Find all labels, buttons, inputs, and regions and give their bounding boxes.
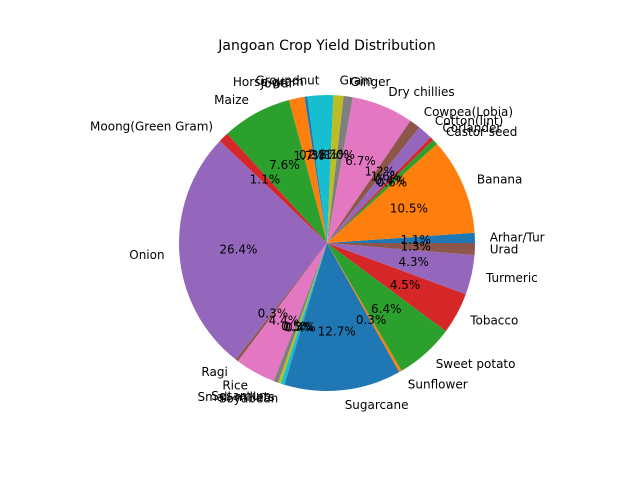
pie-slice-maize	[227, 99, 327, 244]
pie-category-labels: Arhar/Tur Banana Castor seedCorianderCotto…	[90, 73, 545, 411]
percent-label-sunflower: 0.3%	[356, 313, 387, 327]
pie-slice-onion	[178, 140, 327, 360]
percent-label-gram: 1.1%	[319, 148, 350, 162]
percent-label-soyabean: 0.4%	[285, 321, 316, 335]
category-label-jowar: Jowar	[260, 77, 294, 91]
category-label-onion: Onion	[129, 248, 164, 262]
pie-slice-ragi	[235, 243, 327, 362]
percent-label-ginger: 1.0%	[324, 148, 355, 162]
category-label-small-millets: Small millets	[198, 390, 275, 404]
pie-slice-soyabean	[280, 243, 327, 385]
percent-label-jowar: 1.7%	[294, 149, 325, 163]
pie-slice-tobacco	[327, 243, 466, 332]
category-label-cotton-lint: Cotton(lint)	[435, 114, 503, 128]
pie-slice-castor-seed	[327, 139, 438, 243]
category-label-rice: Rice	[222, 378, 248, 392]
percent-label-moong-green-gram: 1.1%	[250, 173, 281, 187]
category-label-castor-seed: Castor seed	[446, 125, 517, 139]
percent-label-dry-chillies: 6.7%	[345, 154, 376, 168]
percent-label-urad: 1.3%	[400, 240, 431, 254]
pie-slice-sesamum	[273, 243, 327, 383]
category-label-horse-gram: Horse-gram	[233, 75, 304, 89]
category-label-sesamum: Sesamum	[211, 389, 271, 403]
category-label-coriander: Coriander	[442, 121, 501, 135]
percent-label-castor-seed: 0.6%	[377, 175, 408, 189]
pie-slice-sweet-potato	[327, 243, 446, 371]
pie-slice-turmeric	[327, 243, 475, 295]
category-label-gram: Gram	[340, 74, 373, 88]
percent-label-turmeric: 4.3%	[398, 255, 429, 269]
pie-slice-moong-green-gram	[219, 133, 327, 243]
pie-slice-horse-gram	[304, 96, 327, 243]
percent-label-small-millets: 0.3%	[283, 320, 314, 334]
pie-slice-dry-chillies	[327, 97, 411, 244]
pie-slice-coriander	[327, 137, 434, 243]
percent-label-sesamum: 0.5%	[281, 319, 312, 333]
category-label-ragi: Ragi	[201, 365, 227, 379]
category-label-sugarcane: Sugarcane	[345, 398, 409, 412]
percent-label-maize: 7.6%	[269, 158, 300, 172]
pie-slice-ginger	[327, 95, 353, 244]
percent-label-banana: 10.5%	[390, 201, 428, 215]
percent-label-arhar-tur: 1.1%	[400, 233, 431, 247]
pie-slice-sugarcane	[284, 243, 400, 391]
chart-title: Jangoan Crop Yield Distribution	[217, 38, 436, 54]
category-label-dry-chillies: Dry chillies	[388, 85, 454, 99]
pie-slices	[178, 94, 475, 391]
category-label-sunflower: Sunflower	[408, 377, 468, 391]
percent-label-onion: 26.4%	[219, 242, 257, 256]
pie-slice-gram	[327, 95, 344, 243]
percent-label-rice: 4.4%	[269, 314, 300, 328]
pie-slice-urad	[327, 243, 475, 256]
pie-slice-sunflower	[327, 243, 402, 373]
category-label-turmeric: Turmeric	[485, 271, 538, 285]
pie-slice-banana	[327, 144, 475, 243]
category-label-urad: Urad	[490, 243, 519, 257]
percent-label-coriander: 0.4%	[375, 173, 406, 187]
category-label-sweet-potato: Sweet potato	[436, 357, 516, 371]
category-label-soyabean: Soyabean	[219, 391, 278, 405]
percent-label-cotton-lint: 1.6%	[371, 170, 402, 184]
percent-label-cowpea-lobia: 1.2%	[365, 165, 396, 179]
pie-slice-cowpea-lobia	[327, 120, 420, 243]
percent-label-horse-gram: 0.3%	[299, 148, 330, 162]
category-label-arhar-tur: Arhar/Tur	[490, 230, 545, 244]
percent-label-sweet-potato: 6.4%	[371, 302, 402, 316]
category-label-cowpea-lobia: Cowpea(Lobia)	[424, 105, 513, 119]
pie-slice-cotton-lint	[327, 127, 431, 243]
percent-label-tobacco: 4.5%	[390, 278, 421, 292]
pie-slice-rice	[237, 243, 327, 382]
category-label-tobacco: Tobacco	[469, 313, 518, 327]
category-label-maize: Maize	[214, 93, 249, 107]
category-label-banana: Banana	[477, 173, 523, 187]
percent-label-ragi: 0.3%	[258, 306, 289, 320]
pie-slice-small-millets	[278, 243, 327, 384]
pie-percent-labels: 1.1%10.5%0.6%0.4%1.6%1.2%6.7%1.0%1.1%2.8…	[219, 147, 431, 338]
pie-slice-arhar-tur	[327, 232, 475, 243]
pie-slice-jowar	[288, 96, 327, 243]
pie-slice-groundnut	[307, 94, 334, 243]
percent-label-groundnut: 2.8%	[308, 147, 339, 161]
category-label-ginger: Ginger	[350, 75, 390, 89]
category-label-moong-green-gram: Moong(Green Gram)	[90, 120, 213, 134]
percent-label-sugarcane: 12.7%	[318, 324, 356, 338]
category-label-groundnut: Groundnut	[255, 73, 319, 87]
